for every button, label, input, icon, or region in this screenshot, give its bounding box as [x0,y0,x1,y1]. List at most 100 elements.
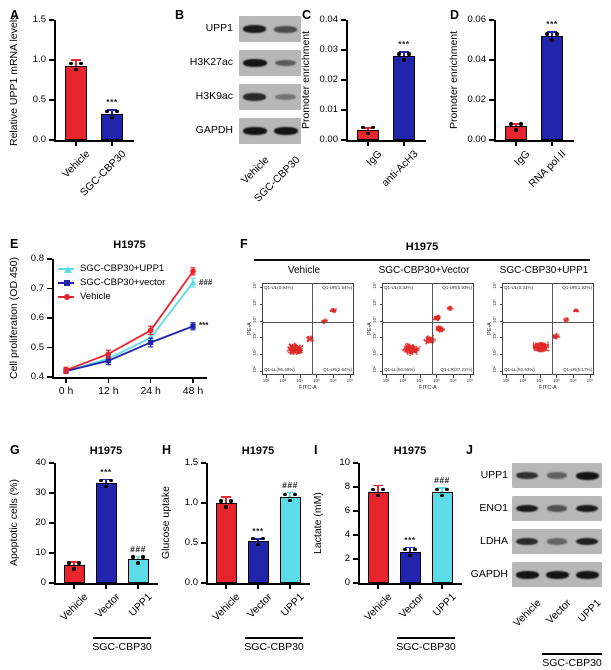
x-tick-mark [65,379,67,383]
flow-dot [405,350,408,353]
flow-dot [546,345,549,347]
flow-dot [409,348,412,351]
flow-dot [414,351,416,354]
flow-x-tick-mark [386,375,387,378]
flow-dot [535,342,537,345]
quadrant-label-lr: Q1-LR(5.17%) [562,367,592,372]
square-marker [190,323,196,329]
group-label: SGC-CBP30 [542,657,602,669]
error-bar-cap [437,487,447,489]
data-point [136,561,140,565]
x-axis-line [358,583,462,585]
y-tick-mark [353,462,358,464]
flow-y-tick-label: 10³ [252,349,257,356]
flow-y-tick-label: 10⁶ [372,298,377,306]
flow-y-tick-label: 10³ [492,349,497,356]
x-axis-line [494,140,574,142]
flow-dot [295,345,297,348]
flow-y-tick-mark [499,371,502,372]
panel-label-f: F [240,237,248,251]
flow-x-tick-mark [350,375,351,378]
panel-label-h: H [162,443,172,457]
blot-row-label: GAPDH [195,124,233,136]
flow-dot [298,350,301,353]
panel-label-e: E [10,237,19,251]
y-tick-label: 0.02 [467,94,487,105]
panel-h: H H1975 Glucose uptake 0.0 0.5 1.0 1.5 Vehicle… [160,443,312,665]
data-point [445,487,449,492]
x-tick-mark [111,142,113,146]
data-point [402,58,406,62]
flow-dot [438,329,440,332]
error-bar-line [111,110,113,114]
flow-dot [564,320,567,322]
y-tick-mark [49,139,54,141]
y-tick-label: 0.00 [319,134,339,145]
significance-label: *** [404,534,416,545]
y-tick-mark [47,376,52,378]
flow-y-tick-mark [499,303,502,305]
y-tick-label: 0.01 [319,104,339,115]
significance-label: ### [434,475,450,486]
flow-dot [330,308,333,310]
y-tick-label: 2 [344,553,350,564]
data-point [519,122,523,126]
quadrant-v-line [551,283,553,375]
data-point [224,505,228,509]
legend-marker [64,279,70,286]
significance-label: *** [398,39,410,50]
y-axis-line [52,259,54,378]
flow-dot [414,345,416,348]
flow-dot [438,327,440,330]
flow-y-tick-mark [379,354,382,355]
series-line [65,282,194,372]
data-point [545,32,549,36]
data-point [219,499,223,503]
quadrant-h-line [262,321,354,323]
flow-dot [295,348,298,351]
flow-scatter-svg [401,305,454,357]
flow-dot [287,351,290,354]
y-tick-label: 0 [344,577,350,588]
y-tick-mark [341,139,346,141]
y-tick-mark [489,99,494,101]
flow-x-tick-mark [539,375,541,378]
blot-row-label: LDHA [479,534,508,547]
panel-f: F H1975 Vehicle Q1-UL(0.94%) Q1-UR(1.54%) Q1… [238,237,606,435]
flow-y-tick-label: 10⁷ [252,282,257,289]
error-bar-line [225,497,227,503]
error-bar-cap [399,51,409,53]
flow-dot [404,348,407,351]
flow-dot [558,336,561,338]
blot-row-label: ENO1 [479,501,508,514]
y-tick-mark [341,49,346,51]
flow-dot [293,343,296,346]
flow-x-tick-mark [266,375,267,378]
triangle-marker [147,334,154,341]
data-point [256,542,260,547]
blot-band [575,504,599,513]
x-tick-mark [192,379,194,383]
error-bar-cap [405,546,415,549]
flow-x-tick-mark [282,375,284,378]
flow-plot-title: Vehicle [287,265,321,276]
flow-dot [408,350,411,352]
y-axis-line [358,463,360,584]
flow-dot [543,346,546,349]
blot-band [242,127,267,135]
data-point [366,131,370,135]
flow-dot [406,353,409,356]
data-point [435,487,439,492]
flow-dot [423,339,426,342]
y-tick-label: 1.5 [32,14,46,25]
data-point [109,478,113,482]
x-tick-mark [105,585,107,589]
flow-dot [540,348,543,350]
x-axis-category-label: IgG [512,148,533,169]
data-point [376,493,380,498]
quadrant-label-ll: Q1-LL(92.93%) [504,367,535,372]
panel-b: B UPP1 H3K27ac H3K9ac GAPDH Vehicle SGC-CBP30 [173,8,305,230]
flow-dot [289,353,292,356]
flow-y-tick-mark [259,303,262,305]
y-tick-label: 0.4 [30,371,44,382]
